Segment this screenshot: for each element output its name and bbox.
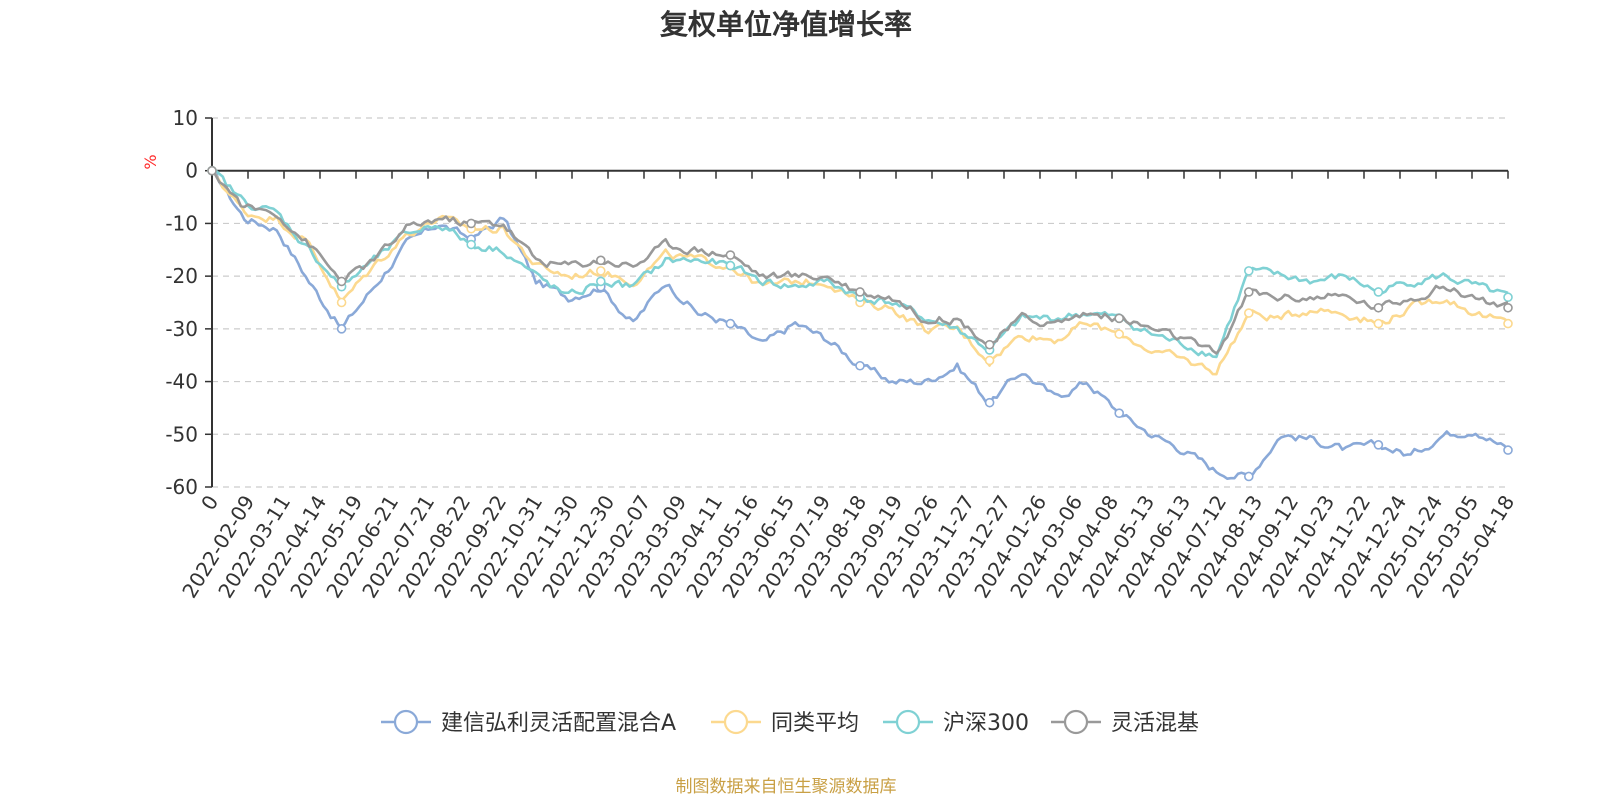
series-line	[210, 169, 1509, 355]
series-point	[1373, 302, 1384, 313]
series-lines	[207, 165, 1513, 482]
source-note: 制图数据来自恒生聚源数据库	[676, 777, 897, 797]
legend-item-1[interactable]: 建信弘利灵活配置混合A	[381, 709, 676, 736]
series-point	[855, 287, 865, 297]
series-point	[984, 397, 995, 408]
series-point	[1373, 287, 1384, 297]
y-tick-label: -50	[165, 422, 198, 446]
series-2	[207, 165, 1513, 376]
legend-item-2[interactable]: 同类平均	[711, 709, 859, 736]
series-point	[336, 297, 347, 308]
series-point	[725, 318, 736, 329]
y-tick-label: -60	[165, 475, 198, 499]
x-tick-label: 0	[196, 491, 223, 515]
legend-marker	[723, 709, 749, 735]
series-line	[211, 169, 1510, 480]
y-tick-label: -10	[165, 211, 198, 235]
series-point	[1373, 318, 1384, 329]
y-tick-label: -40	[165, 370, 198, 394]
series-point	[207, 165, 217, 176]
series-1	[207, 165, 1513, 482]
series-point	[725, 260, 736, 271]
series-point	[984, 339, 995, 350]
series-point	[595, 266, 606, 276]
series-point	[1114, 408, 1124, 419]
series-point	[336, 276, 347, 287]
legend-item-4[interactable]: 灵活混基	[1051, 709, 1199, 736]
series-point	[595, 276, 606, 287]
legend-marker	[393, 709, 419, 735]
legend[interactable]: 建信弘利灵活配置混合A 同类平均 沪深300 灵活混基	[381, 709, 1199, 736]
series-point	[1503, 318, 1513, 329]
series-point	[1114, 329, 1124, 339]
y-tick-label: 10	[173, 106, 198, 130]
series-point	[466, 239, 477, 250]
chart-title: 复权单位净值增长率	[660, 8, 912, 41]
legend-label: 沪深300	[943, 711, 1029, 736]
series-point	[595, 255, 606, 266]
series-point	[984, 355, 995, 366]
series-point	[336, 324, 347, 334]
series-point	[1244, 308, 1254, 318]
legend-label: 同类平均	[771, 711, 859, 736]
y-tick-label: -20	[165, 264, 198, 288]
series-point	[466, 218, 477, 229]
series-point	[1244, 266, 1254, 276]
series-point	[1114, 313, 1124, 324]
legend-marker	[895, 709, 921, 735]
series-point	[1373, 440, 1384, 450]
series-point	[725, 250, 736, 260]
series-line	[211, 169, 1509, 376]
series-4	[207, 165, 1513, 355]
legend-label: 灵活混基	[1111, 711, 1199, 736]
y-axis-unit-label: %	[141, 154, 160, 169]
legend-marker	[1063, 709, 1089, 735]
series-point	[1503, 302, 1513, 313]
series-point	[855, 360, 865, 371]
legend-item-3[interactable]: 沪深300	[883, 709, 1029, 736]
series-point	[1244, 287, 1254, 297]
series-point	[1503, 292, 1513, 303]
legend-label: 建信弘利灵活配置混合A	[441, 711, 676, 736]
grid-lines	[212, 117, 1508, 488]
y-tick-label: 0	[185, 159, 198, 183]
series-point	[1244, 471, 1254, 482]
y-tick-label: -30	[165, 317, 198, 341]
series-point	[1503, 445, 1513, 455]
